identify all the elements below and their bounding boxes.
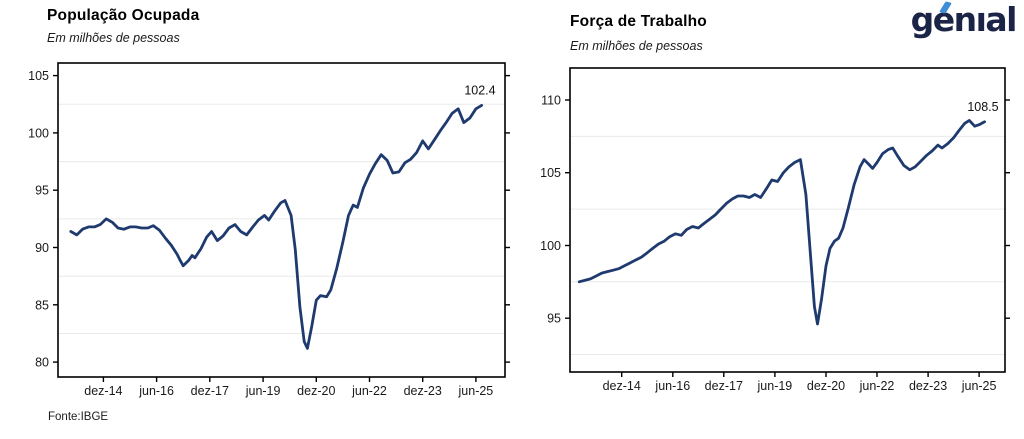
y-tick-label: 95 (35, 184, 49, 198)
y-tick-label: 80 (35, 356, 49, 370)
x-tick-label: dez-23 (909, 379, 947, 393)
x-tick-label: jun-16 (138, 384, 174, 398)
y-tick-label: 90 (35, 241, 49, 255)
line-chart-populacao-ocupada: 80 85 90 95 100 105 dez-14 jun-16 dez-17 jun-19 de… (28, 62, 510, 398)
x-tick-label: dez-14 (603, 379, 641, 393)
y-tick-label: 105 (540, 166, 561, 180)
chart-subtitle-forca-de-trabalho: Em milhões de pessoas (570, 39, 703, 53)
genial-logo-text: genıal (910, 0, 1018, 39)
x-tick-label: jun-22 (859, 379, 895, 393)
source-note: Fonte:IBGE (48, 411, 109, 423)
plot-border (569, 67, 1006, 373)
x-tick-label: dez-20 (297, 384, 335, 398)
y-tick-label: 100 (540, 239, 561, 253)
x-tick-label: dez-17 (705, 379, 743, 393)
x-tick-label: dez-14 (84, 384, 122, 398)
x-tick-label: dez-23 (404, 384, 442, 398)
series-line (69, 104, 484, 350)
genial-logo: genıal (910, 0, 1018, 46)
y-tick-label: 95 (547, 312, 561, 326)
x-tick-label: jun-25 (458, 384, 494, 398)
x-tick-label: dez-17 (191, 384, 229, 398)
x-tick-label: jun-25 (961, 379, 997, 393)
x-tick-label: jun-22 (351, 384, 387, 398)
chart-title-forca-de-trabalho: Força de Trabalho (570, 13, 707, 30)
end-value-label: 102.4 (464, 83, 495, 97)
y-tick-label: 105 (28, 69, 49, 83)
end-value-label: 108.5 (967, 100, 998, 114)
x-tick-label: dez-20 (807, 379, 845, 393)
x-tick-label: jun-19 (757, 379, 793, 393)
x-tick-label: jun-16 (654, 379, 690, 393)
y-tick-label: 100 (28, 126, 49, 140)
chart-title-populacao-ocupada: População Ocupada (47, 7, 200, 24)
y-tick-label: 85 (35, 298, 49, 312)
plot-border (57, 62, 506, 378)
chart-subtitle-populacao-ocupada: Em milhões de pessoas (47, 31, 180, 45)
series-line (577, 119, 987, 326)
line-chart-forca-de-trabalho: 95 100 105 110 dez-14 jun-16 dez-17 jun-19 dez-2… (540, 67, 1010, 393)
x-tick-label: jun-19 (245, 384, 281, 398)
y-tick-label: 110 (541, 94, 561, 108)
